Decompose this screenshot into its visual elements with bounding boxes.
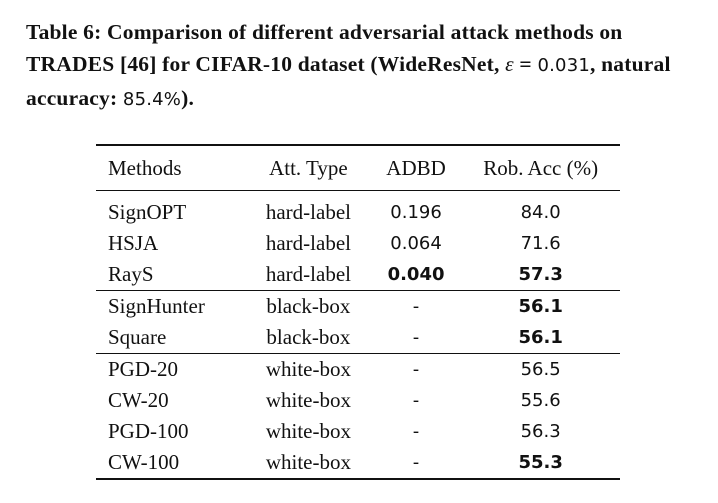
cell-method: CW-100 bbox=[108, 450, 180, 474]
epsilon-symbol: ε bbox=[505, 52, 514, 76]
cell-adbd: - bbox=[412, 359, 420, 380]
cell-adbd: - bbox=[412, 296, 420, 317]
header-methods: Methods bbox=[96, 145, 247, 191]
table-row: CW-100 white-box - 55.3 bbox=[96, 447, 620, 479]
cell-att-type: hard-label bbox=[265, 200, 351, 224]
cell-att-type: white-box bbox=[265, 419, 351, 443]
cell-rob-acc: 57.3 bbox=[461, 259, 620, 291]
cell-method: RayS bbox=[96, 259, 247, 291]
cell-att-type: hard-label bbox=[265, 231, 351, 255]
table-header-row: Methods Att. Type ADBD Rob. Acc (%) bbox=[96, 145, 620, 191]
table-row: Square black-box -56.1 bbox=[96, 322, 620, 354]
header-rob-acc: Rob. Acc (%) bbox=[461, 145, 620, 191]
natural-accuracy: 85.4% bbox=[122, 89, 182, 110]
table-caption: Table 6: Comparison of different adversa… bbox=[26, 16, 694, 116]
cell-att-type: black-box bbox=[246, 322, 371, 354]
cell-adbd: 0.040 bbox=[370, 259, 462, 291]
table-row: SignHunter black-box - 56.1 bbox=[96, 291, 620, 323]
cell-rob-acc: 55.6 bbox=[520, 390, 561, 411]
cell-method: CW-20 bbox=[108, 388, 169, 412]
results-table-wrapper: Methods Att. Type ADBD Rob. Acc (%) Sign… bbox=[96, 144, 620, 480]
cell-att-type: black-box bbox=[266, 294, 351, 318]
results-table: Methods Att. Type ADBD Rob. Acc (%) Sign… bbox=[96, 144, 620, 480]
cell-method: HSJA bbox=[108, 231, 159, 255]
cell-rob-acc: 84.0 bbox=[520, 202, 561, 223]
caption-suffix: ). bbox=[181, 86, 195, 110]
table-row: RayS hard-label 0.040 57.3 bbox=[96, 259, 620, 291]
cell-method: PGD-20 bbox=[108, 357, 179, 381]
cell-method: Square bbox=[96, 322, 247, 354]
cell-rob-acc: 56.1 bbox=[461, 322, 620, 354]
cell-rob-acc: 56.5 bbox=[520, 359, 561, 380]
cell-att-type: white-box bbox=[265, 450, 351, 474]
cell-att-type: white-box bbox=[265, 388, 351, 412]
cell-att-type: hard-label bbox=[246, 259, 371, 291]
cell-adbd: - bbox=[412, 390, 420, 411]
cell-rob-acc: 56.1 bbox=[518, 296, 563, 317]
table-row: SignOPT hard-label 0.196 84.0 bbox=[96, 191, 620, 229]
cell-method: SignHunter bbox=[108, 294, 205, 318]
table-row: CW-20 white-box - 55.6 bbox=[96, 385, 620, 416]
caption-eq: = bbox=[513, 52, 538, 76]
cell-adbd: - bbox=[412, 421, 420, 442]
cell-method: PGD-100 bbox=[108, 419, 189, 443]
cell-adbd: - bbox=[412, 452, 420, 473]
table-body: SignOPT hard-label 0.196 84.0 HSJA hard-label… bbox=[96, 191, 620, 480]
caption-prefix: Table 6: Comparison of different adversa… bbox=[26, 20, 623, 76]
table-row: HSJA hard-label 0.064 71.6 bbox=[96, 228, 620, 259]
cell-rob-acc: 71.6 bbox=[520, 233, 561, 254]
table-row: PGD-100 white-box - 56.3 bbox=[96, 416, 620, 447]
cell-adbd: - bbox=[370, 322, 462, 354]
cell-rob-acc: 55.3 bbox=[518, 452, 563, 473]
cell-adbd: 0.064 bbox=[390, 233, 442, 254]
epsilon-value: 0.031 bbox=[537, 55, 590, 76]
header-adbd: ADBD bbox=[370, 145, 462, 191]
cell-att-type: white-box bbox=[265, 357, 351, 381]
cell-method: SignOPT bbox=[108, 200, 187, 224]
caption-mid: , natural accuracy: bbox=[26, 52, 671, 110]
cell-rob-acc: 56.3 bbox=[520, 421, 561, 442]
header-att-type: Att. Type bbox=[246, 145, 371, 191]
cell-adbd: 0.196 bbox=[390, 202, 442, 223]
table-row: PGD-20 white-box - 56.5 bbox=[96, 354, 620, 386]
